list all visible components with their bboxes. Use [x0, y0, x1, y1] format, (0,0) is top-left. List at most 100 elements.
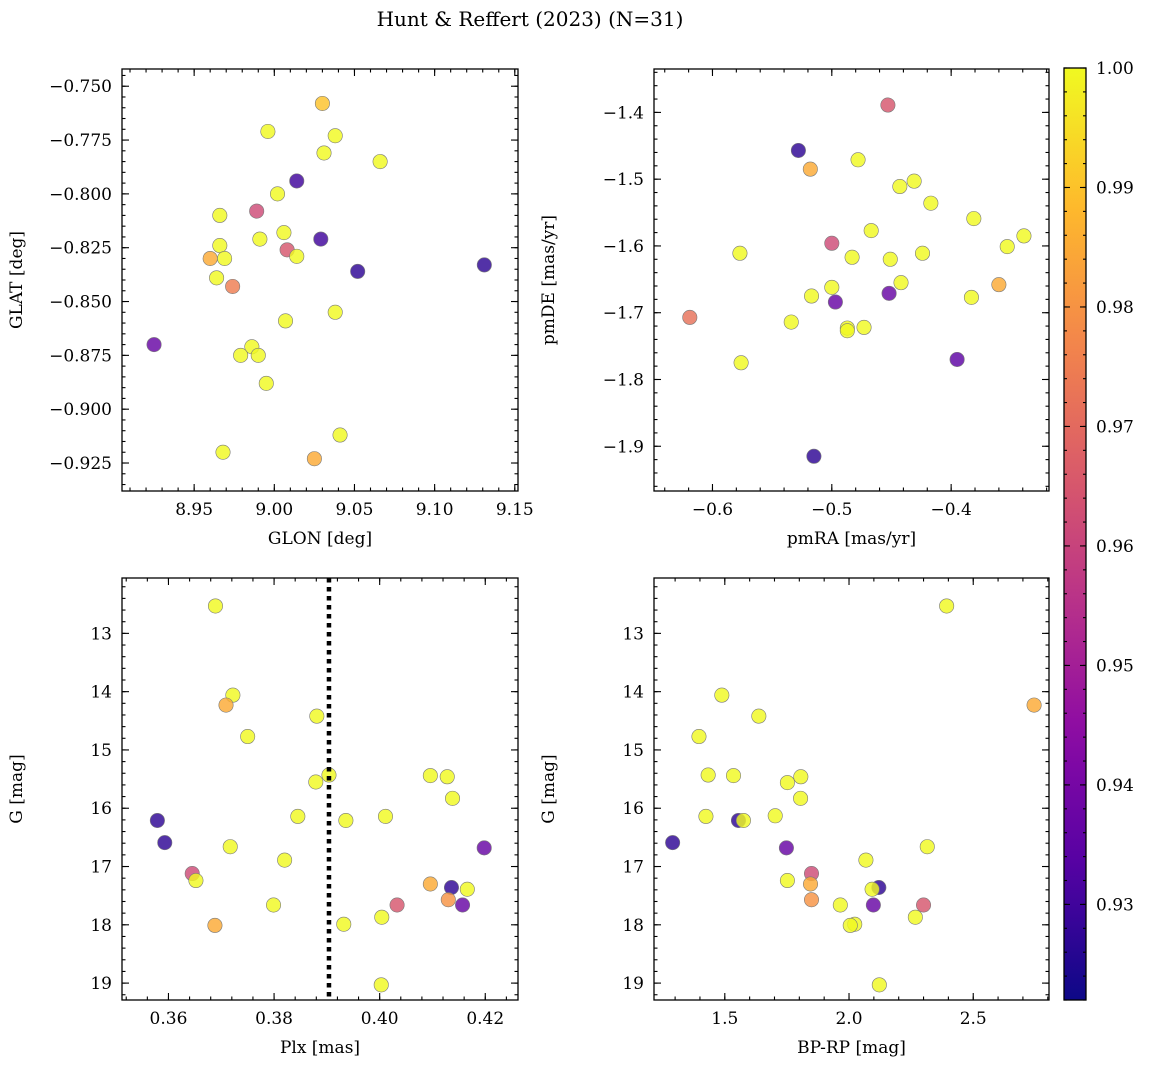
- colorbar-tick-label: 0.93: [1096, 895, 1134, 915]
- data-point: [906, 173, 922, 189]
- data-point: [735, 812, 751, 828]
- data-point: [217, 250, 233, 266]
- data-point: [802, 161, 818, 177]
- data-point: [882, 251, 898, 267]
- y-tick-label: 18: [90, 916, 112, 936]
- x-tick-label: 9.05: [336, 500, 374, 520]
- data-point: [207, 917, 223, 933]
- y-tick-label: −1.9: [603, 437, 644, 457]
- x-tick-label: 2.0: [835, 1009, 862, 1029]
- data-point: [306, 451, 322, 467]
- data-point: [313, 231, 329, 247]
- y-tick-label: 19: [622, 974, 644, 994]
- data-point: [858, 852, 874, 868]
- data-point: [270, 186, 286, 202]
- data-points: [146, 95, 492, 467]
- data-point: [350, 263, 366, 279]
- y-tick-label: −0.775: [49, 131, 112, 151]
- x-tick-label: 9.00: [255, 500, 293, 520]
- data-point: [832, 897, 848, 913]
- data-point: [188, 873, 204, 889]
- data-point: [250, 347, 266, 363]
- data-point: [865, 897, 881, 913]
- data-point: [767, 808, 783, 824]
- data-point: [314, 95, 330, 111]
- data-point: [844, 249, 860, 265]
- y-tick-label: 13: [90, 624, 112, 644]
- y-tick-label: −0.850: [49, 293, 112, 313]
- y-tick-label: 19: [90, 974, 112, 994]
- data-point: [824, 279, 840, 295]
- y-tick-label: −0.800: [49, 185, 112, 205]
- x-tick-label: 8.95: [175, 500, 213, 520]
- y-axis-label: G [mag]: [7, 754, 27, 823]
- colorbar-tick-label: 1.00: [1096, 59, 1134, 79]
- data-point: [779, 873, 795, 889]
- data-point: [856, 319, 872, 335]
- axis-ticks: [654, 578, 1049, 1000]
- data-point: [336, 916, 352, 932]
- scatter-panel-top-right: −0.6 −0.5 −0.4 −1.4 −1.5 −1.6 −1.7 −1.8 −1.9 pmRA…: [539, 68, 1050, 549]
- data-point: [445, 790, 461, 806]
- data-point: [991, 277, 1007, 293]
- data-point: [277, 852, 293, 868]
- scatter-panel-bottom-left: 0.36 0.38 0.40 0.42 13 14 15 16 17 18 19 Plx [mas] G…: [7, 577, 519, 1058]
- data-point: [266, 897, 282, 913]
- data-point: [824, 235, 840, 251]
- data-point: [218, 697, 234, 713]
- y-tick-label: −1.4: [603, 103, 644, 123]
- data-point: [260, 123, 276, 139]
- x-axis-label: GLON [deg]: [268, 529, 372, 549]
- data-points: [665, 598, 1042, 993]
- data-point: [290, 808, 306, 824]
- y-tick-label: 15: [622, 741, 644, 761]
- data-point: [373, 977, 389, 993]
- data-point: [209, 270, 225, 286]
- data-point: [881, 285, 897, 301]
- data-point: [966, 211, 982, 227]
- data-point: [212, 207, 228, 223]
- x-tick-label: 1.5: [711, 1009, 738, 1029]
- figure-title: Hunt & Reffert (2023) (N=31): [377, 7, 684, 31]
- data-point: [790, 142, 806, 158]
- data-point: [850, 152, 866, 168]
- data-point: [476, 840, 492, 856]
- data-point: [864, 881, 880, 897]
- data-point: [278, 313, 294, 329]
- x-tick-label: 0.36: [150, 1009, 188, 1029]
- y-tick-label: 16: [622, 799, 644, 819]
- data-point: [999, 239, 1015, 255]
- data-point: [698, 808, 714, 824]
- data-point: [157, 835, 173, 851]
- data-point: [783, 314, 799, 330]
- scatter-panel-bottom-right: 1.5 2.0 2.5 13 14 15 16 17 18 19 BP-RP [mag] G [mag…: [539, 577, 1050, 1058]
- y-tick-label: −0.750: [49, 77, 112, 97]
- data-point: [476, 257, 492, 273]
- data-point: [827, 294, 843, 310]
- data-point: [863, 223, 879, 239]
- data-point: [374, 909, 390, 925]
- data-point: [919, 839, 935, 855]
- y-tick-label: 17: [90, 858, 112, 878]
- x-tick-label: 0.42: [466, 1009, 504, 1029]
- data-point: [893, 275, 909, 291]
- data-point: [327, 128, 343, 144]
- y-tick-label: 17: [622, 858, 644, 878]
- data-point: [691, 729, 707, 745]
- data-points: [682, 97, 1032, 464]
- data-point: [806, 448, 822, 464]
- y-tick-label: −0.925: [49, 454, 112, 474]
- data-point: [240, 729, 256, 745]
- data-point: [249, 203, 265, 219]
- data-point: [202, 250, 218, 266]
- y-tick-label: 14: [90, 683, 112, 703]
- x-tick-label: 0.38: [255, 1009, 293, 1029]
- data-point: [1026, 697, 1042, 713]
- data-point: [252, 231, 268, 247]
- plot-frame: [653, 577, 1050, 1001]
- plot-frame: [121, 577, 519, 1001]
- data-point: [892, 179, 908, 195]
- data-point: [1016, 228, 1032, 244]
- colorbar-tick-label: 0.94: [1096, 776, 1134, 796]
- data-point: [939, 598, 955, 614]
